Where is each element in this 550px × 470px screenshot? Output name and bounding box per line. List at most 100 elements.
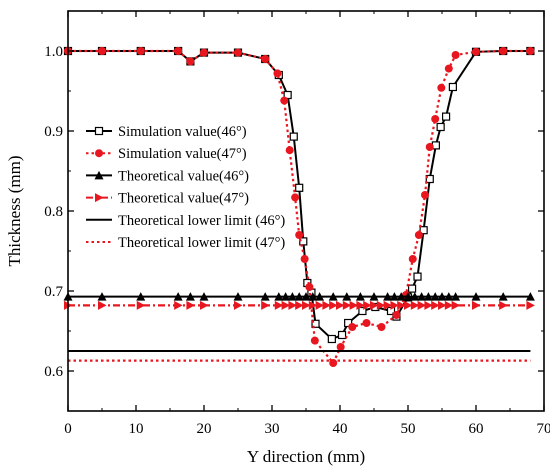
series-2-line xyxy=(68,49,531,366)
series-1-point xyxy=(425,174,434,184)
series-2-point xyxy=(310,336,319,345)
series-4-point xyxy=(404,300,413,310)
legend-label-5: Theoretical lower limit (46°) xyxy=(118,213,285,229)
series-4-point xyxy=(376,300,386,310)
series-4-point xyxy=(472,300,481,310)
series-2-point xyxy=(526,47,535,55)
series-3-point xyxy=(403,292,413,301)
y-tick-label: 1.0 xyxy=(44,44,63,60)
series-3-point xyxy=(383,292,393,301)
legend-label-3: Theoretical value(46°) xyxy=(118,168,249,184)
series-2-point xyxy=(392,311,401,319)
series-2-point xyxy=(425,143,434,151)
series-2-point xyxy=(136,47,145,55)
series-2-point xyxy=(200,48,208,57)
series-2-point xyxy=(295,231,304,239)
series-4-point xyxy=(363,300,372,310)
series-3-point xyxy=(369,292,379,301)
legend-marker-2 xyxy=(95,149,103,158)
y-tick-label: 0.7 xyxy=(44,284,63,300)
series-4-point xyxy=(186,300,195,310)
series-3-point xyxy=(294,292,304,301)
series-2-point xyxy=(348,323,357,331)
series-2-point xyxy=(421,191,429,199)
series-3-point xyxy=(396,292,406,301)
series-2-point xyxy=(300,255,309,263)
series-2-point xyxy=(305,283,314,291)
series-1-point xyxy=(448,82,457,92)
series-2-point xyxy=(444,64,453,73)
series-4-point xyxy=(410,300,420,310)
series-2-point xyxy=(186,57,195,66)
series-4-point xyxy=(308,300,318,310)
series-4 xyxy=(64,300,535,310)
series-3-point xyxy=(136,292,146,301)
series-4-point xyxy=(98,300,107,310)
x-tick-label: 20 xyxy=(197,421,212,437)
series-3-point xyxy=(185,292,195,301)
series-3-point xyxy=(173,292,183,301)
series-4-point xyxy=(302,300,311,310)
series-1-point xyxy=(441,112,451,121)
series-3-point xyxy=(410,292,420,301)
series-3-point xyxy=(260,292,270,301)
series-3-point xyxy=(498,292,508,301)
legend-label-6: Theoretical lower limit (47°) xyxy=(118,235,285,251)
series-2-point xyxy=(451,51,460,59)
series-1-point xyxy=(327,334,336,344)
series-4-point xyxy=(417,300,427,310)
legend: Simulation value(46°) Simulation value(47… xyxy=(86,124,285,251)
series-2-point xyxy=(234,48,242,57)
x-tick-label: 40 xyxy=(333,421,348,437)
series-4-point xyxy=(322,300,331,310)
series-4-point xyxy=(444,300,454,310)
series-1-point xyxy=(358,306,367,316)
x-tick-label: 50 xyxy=(401,421,416,437)
series-4-point xyxy=(526,300,535,310)
series-3-point xyxy=(199,292,209,301)
series-1-point xyxy=(407,284,417,293)
series-3-point xyxy=(444,292,454,301)
x-tick-label: 70 xyxy=(537,421,550,437)
series-3-point xyxy=(437,292,447,301)
series-1-point xyxy=(344,318,353,328)
series-1-point xyxy=(295,183,304,192)
series-2-point xyxy=(437,83,446,92)
series-4-point xyxy=(288,300,297,310)
series-1-point xyxy=(311,319,320,328)
series-2-point xyxy=(329,359,338,367)
series-3-point xyxy=(233,292,243,301)
x-axis-label: Y direction (mm) xyxy=(247,447,365,466)
series-3-point xyxy=(355,292,365,301)
series-4-point xyxy=(370,300,379,310)
series-2-point xyxy=(336,343,345,351)
series-3-point xyxy=(471,292,481,301)
series-4-point xyxy=(234,300,243,310)
series-3-point xyxy=(342,292,352,301)
series-2-point xyxy=(414,231,423,239)
series-4-point xyxy=(383,300,393,310)
series-3-point xyxy=(423,292,433,301)
series-3-point xyxy=(315,292,325,301)
series-4-point xyxy=(274,300,284,310)
series-1-point xyxy=(413,272,422,281)
legend-label-1: Simulation value(46°) xyxy=(118,124,247,140)
series-3-point xyxy=(281,292,291,301)
series-3-point xyxy=(417,292,427,301)
y-tick-label: 0.9 xyxy=(44,124,63,140)
x-tick-label: 10 xyxy=(129,421,144,437)
series-2-point xyxy=(280,96,289,105)
series-2 xyxy=(64,47,535,367)
series-4-point xyxy=(336,300,345,310)
series-2-point xyxy=(362,319,371,327)
series-4-point xyxy=(315,300,325,310)
series-4-point xyxy=(349,300,359,310)
legend-label-4: Theoretical value(47°) xyxy=(118,191,249,207)
y-tick-label: 0.8 xyxy=(44,204,63,220)
series-3-point xyxy=(328,292,338,301)
series-1-point xyxy=(337,330,347,340)
series-3 xyxy=(63,292,535,301)
series-4-point xyxy=(295,300,304,310)
series-3-point xyxy=(451,292,461,301)
